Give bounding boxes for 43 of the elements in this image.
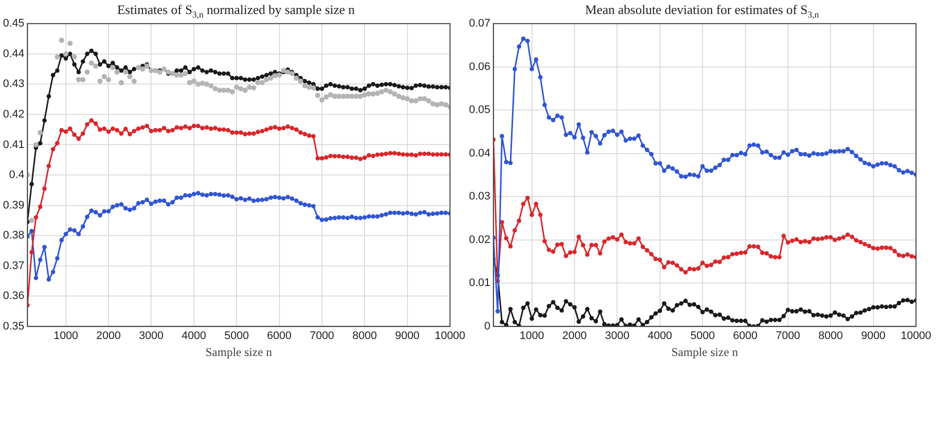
x-tick-label: 8000 [352, 330, 377, 342]
x-tick-label: 5000 [224, 330, 249, 342]
y-tick-label: 0.4 [9, 169, 24, 182]
y-tick-label: 0.07 [468, 18, 490, 30]
x-tick-label: 9000 [395, 330, 420, 342]
x-tick-label: 3000 [138, 330, 164, 342]
y-tick-label: 0.42 [2, 108, 24, 120]
y-tick-label: 0.41 [2, 138, 24, 151]
x-tick-label: 2000 [562, 330, 587, 342]
y-tick-label: 0.35 [2, 320, 24, 332]
y-tick-label: 0.02 [468, 234, 490, 246]
x-tick-label: 10000 [434, 330, 466, 342]
x-tick-label: 4000 [648, 330, 672, 342]
x-axis-title: Sample size n [671, 344, 738, 359]
y-tick-label: 0.06 [468, 60, 490, 73]
x-tick-label: 7000 [776, 330, 800, 342]
y-tick-label: 0.37 [2, 260, 24, 272]
x-tick-label: 6000 [267, 330, 292, 342]
x-tick-label: 3000 [604, 330, 630, 342]
x-tick-label: 1000 [54, 330, 78, 342]
y-tick-label: 0.45 [2, 18, 24, 30]
y-tick-label: 0 [484, 320, 490, 332]
y-tick-label: 0.04 [468, 147, 490, 160]
x-tick-label: 4000 [182, 330, 206, 342]
y-tick-label: 0.44 [2, 48, 24, 60]
x-tick-label: 1000 [520, 330, 544, 342]
x-tick-label: 2000 [96, 330, 121, 342]
y-tick-label: 0.43 [2, 78, 24, 90]
x-axis-title: Sample size n [205, 344, 272, 359]
y-tick-label: 0.05 [468, 104, 490, 116]
x-tick-label: 10000 [900, 330, 932, 342]
chart-title: Estimates of S$_{3,n}$ normalized by sample size n [116, 2, 356, 20]
y-tick-label: 0.36 [2, 290, 24, 302]
y-tick-label: 0.39 [2, 199, 24, 212]
y-tick-label: 0.01 [468, 277, 490, 290]
x-tick-label: 7000 [310, 330, 334, 342]
x-tick-label: 8000 [818, 330, 843, 342]
chart-title: Mean absolute deviation for estimates of S$_{3,n}$ [584, 2, 820, 20]
x-tick-label: 9000 [861, 330, 886, 342]
y-tick-label: 0.38 [2, 230, 24, 242]
y-tick-label: 0.03 [468, 190, 490, 203]
x-tick-label: 5000 [690, 330, 715, 342]
x-tick-label: 6000 [733, 330, 758, 342]
